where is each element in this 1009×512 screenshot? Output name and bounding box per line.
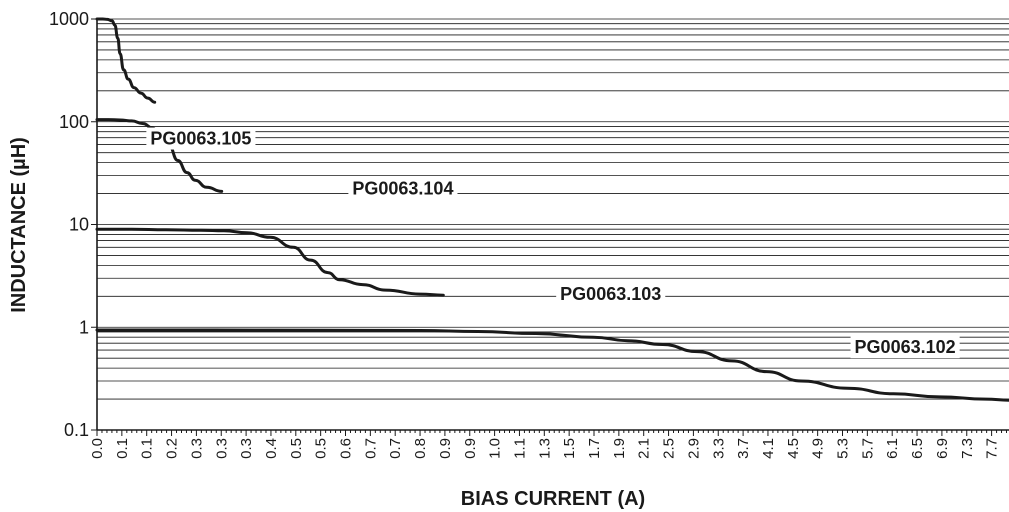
x-tick-label: 0.1 [139, 438, 156, 459]
horizontal-gridlines [97, 18, 1009, 431]
x-tick-label: 6.9 [934, 438, 951, 459]
x-tick-label: 0.3 [213, 438, 230, 459]
x-tick-label: 0.8 [412, 438, 429, 459]
x-tick-label: 0.2 [164, 438, 181, 459]
y-tick-label: 10 [69, 215, 89, 235]
x-tick-label: 0.9 [462, 438, 479, 459]
series-label-background [348, 177, 458, 200]
x-tick-label: 3.7 [735, 438, 752, 459]
x-tick-label: 1.5 [561, 438, 578, 459]
series-label: PG0063.102 [850, 336, 960, 359]
x-axis-title: BIAS CURRENT (A) [461, 488, 645, 510]
x-tick-label: 0.0 [89, 438, 106, 459]
series-label-text: PG0063.103 [560, 284, 661, 304]
y-tick-label: 1000 [49, 9, 89, 29]
x-tick-label: 2.9 [685, 438, 702, 459]
x-tick-label: 4.9 [810, 438, 827, 459]
series-label-background [146, 127, 256, 150]
series-line-pg0063-102 [95, 328, 1009, 402]
series-label-text: PG0063.105 [150, 129, 251, 149]
series-label-background [850, 336, 960, 359]
series-line-pg0063-105 [95, 17, 157, 104]
series-label-text: PG0063.102 [855, 337, 956, 357]
x-tick-label: 3.3 [710, 438, 727, 459]
x-tick-label: 5.7 [859, 438, 876, 459]
y-tick-label: 100 [59, 112, 89, 132]
x-tick-labels: 0.0 0.1 0.1 0.2 0.3 0.3 0.3 0.4 0.5 0.5 0.6 0.7 0.7 0… [89, 430, 1008, 459]
x-tick-label: 4.5 [785, 438, 802, 459]
x-tick-label: 1.9 [611, 438, 628, 459]
x-tick-label: 7.7 [984, 438, 1001, 459]
series-line-pg0063-103 [95, 227, 445, 297]
x-tick-label: 5.3 [835, 438, 852, 459]
x-tick-label: 6.1 [884, 438, 901, 459]
y-tick-label: 1 [79, 317, 89, 337]
y-tick-labels: 1000 100 10 1 0.1 [49, 9, 97, 440]
x-tick-label: 1.0 [487, 438, 504, 459]
series-label: PG0063.105 [146, 127, 256, 150]
x-tick-label: 0.1 [114, 438, 131, 459]
x-tick-label: 0.6 [338, 438, 355, 459]
series-label: PG0063.104 [348, 177, 458, 200]
x-tick-label: 2.5 [661, 438, 678, 459]
series-label-text: PG0063.104 [352, 179, 453, 199]
x-tick-label: 6.5 [909, 438, 926, 459]
x-tick-label: 7.3 [959, 438, 976, 459]
x-tick-label: 0.4 [263, 438, 280, 459]
y-tick-label: 0.1 [64, 420, 89, 440]
series-label-background [556, 282, 666, 305]
y-axis-title: INDUCTANCE (µH) [8, 137, 30, 313]
x-tick-label: 0.5 [313, 438, 330, 459]
x-tick-label: 2.1 [636, 438, 653, 459]
x-tick-label: 0.5 [288, 438, 305, 459]
x-tick-label: 0.7 [387, 438, 404, 459]
x-tick-label: 1.3 [536, 438, 553, 459]
x-tick-label: 0.9 [437, 438, 454, 459]
x-tick-label: 1.7 [586, 438, 603, 459]
x-tick-label: 1.1 [511, 438, 528, 459]
x-tick-label: 0.3 [238, 438, 255, 459]
series-labels: PG0063.105 PG0063.104 PG0063.103 PG0063.102 [146, 127, 960, 359]
x-tick-label: 0.3 [188, 438, 205, 459]
x-tick-label: 4.1 [760, 438, 777, 459]
x-tick-label: 0.7 [362, 438, 379, 459]
series-label: PG0063.103 [556, 282, 666, 305]
